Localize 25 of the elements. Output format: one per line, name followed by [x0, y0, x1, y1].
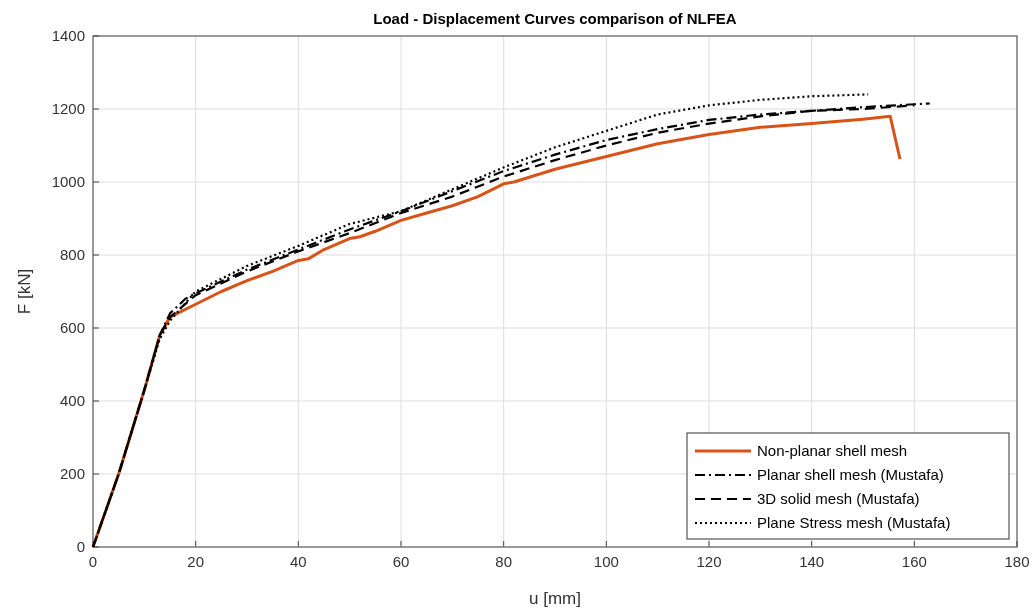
legend-label: Plane Stress mesh (Mustafa) — [757, 514, 951, 531]
y-tick-label: 200 — [59, 465, 85, 482]
x-tick-label: 0 — [88, 553, 98, 570]
legend-label: 3D solid mesh (Mustafa) — [757, 490, 920, 507]
x-tick-label: 60 — [392, 553, 410, 570]
x-tick-label: 180 — [1004, 553, 1030, 570]
x-axis-title: u [mm] — [529, 589, 581, 608]
y-tick-label: 600 — [59, 319, 85, 336]
x-tick-label: 160 — [901, 553, 927, 570]
x-tick-label: 80 — [495, 553, 513, 570]
chart-title: Load - Displacement Curves comparison of NLFEA — [373, 10, 737, 27]
x-tick-label: 20 — [187, 553, 205, 570]
legend-label: Non-planar shell mesh — [757, 442, 908, 459]
y-tick-label: 1400 — [51, 27, 85, 44]
x-tick-label: 100 — [593, 553, 619, 570]
y-tick-label: 1000 — [51, 173, 85, 190]
y-axis-title: F [kN] — [15, 268, 34, 315]
y-tick-label: 800 — [59, 246, 85, 263]
x-tick-label: 140 — [799, 553, 825, 570]
y-tick-label: 1200 — [51, 100, 85, 117]
x-tick-label: 120 — [696, 553, 722, 570]
y-tick-label: 400 — [59, 392, 85, 409]
legend-label: Planar shell mesh (Mustafa) — [757, 466, 944, 483]
y-tick-label: 0 — [76, 538, 85, 555]
x-tick-label: 40 — [289, 553, 307, 570]
